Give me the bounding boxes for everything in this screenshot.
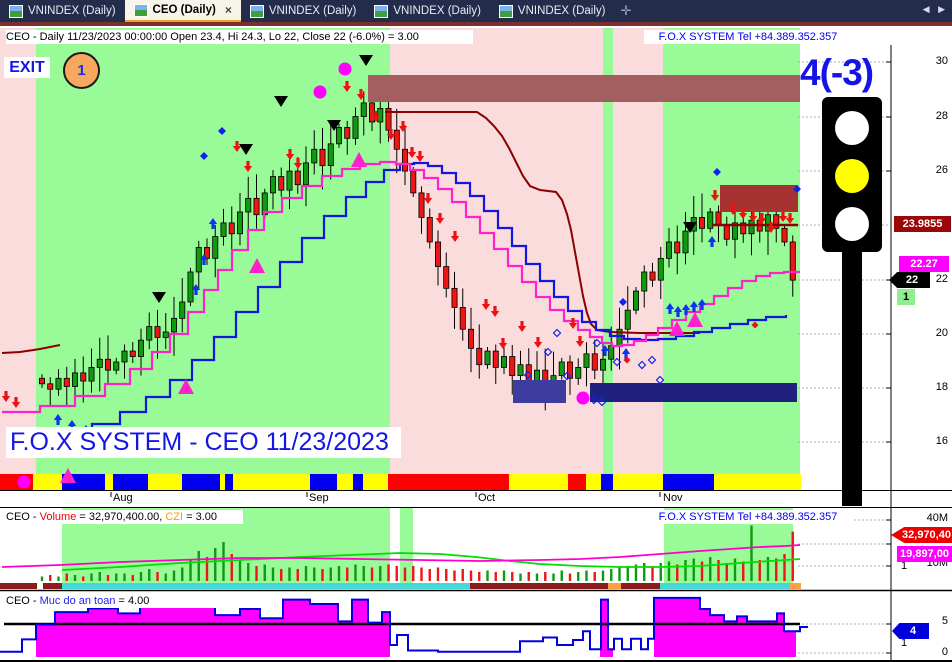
chart-thumbnail-icon xyxy=(249,4,264,18)
price-axis-label: 20 xyxy=(935,327,948,339)
main-chart-title: CEO - Daily 11/23/2023 00:00:00 Open 23.… xyxy=(6,30,473,44)
tab-vnindex-daily-[interactable]: VNINDEX (Daily) xyxy=(241,0,366,22)
tab-ceo-daily-[interactable]: CEO (Daily) × xyxy=(124,0,241,22)
indicator-axis-label: 5 xyxy=(941,615,948,627)
price-axis-label: 16 xyxy=(935,435,948,447)
chart-thumbnail-icon xyxy=(498,4,513,18)
x-axis-month-label: Sep xyxy=(309,492,329,504)
price-axis-label: 30 xyxy=(935,55,948,67)
price-tag-4: 4 xyxy=(892,623,929,639)
indicator-axis-minor-label: 1 xyxy=(901,637,908,649)
tab-vnindex-daily-[interactable]: VNINDEX (Daily) xyxy=(0,0,125,22)
volume-title-part: CZI xyxy=(165,511,184,523)
price-tag-23-9855: 23.9855 xyxy=(894,216,951,232)
volume-title-part: = 3.00 xyxy=(183,511,218,523)
price-axis-label: 18 xyxy=(935,381,948,393)
x-axis-month-label: Oct xyxy=(478,492,496,504)
volume-title-part: = 32,970,400.00, xyxy=(76,511,166,523)
signal-score-text: 4(-3) xyxy=(800,52,874,93)
exit-signal-label: EXIT xyxy=(4,57,50,78)
signal-count-badge: 1 xyxy=(63,52,100,89)
indicator-axis-label: 0 xyxy=(941,646,948,658)
tab-move-icon[interactable]: ✛ xyxy=(620,3,632,18)
fox-system-contact-main: F.O.X SYSTEM Tel +84.389.352.357 xyxy=(644,30,852,44)
volume-title-part: CEO - xyxy=(6,511,40,523)
price-tag-22: 22 xyxy=(889,272,930,288)
fox-system-contact-volume: F.O.X SYSTEM Tel +84.389.352.357 xyxy=(644,510,852,524)
tab-vnindex-daily-[interactable]: VNINDEX (Daily) xyxy=(490,0,615,22)
tab-bar: VNINDEX (Daily) CEO (Daily) × VNINDEX (Dail… xyxy=(0,0,952,22)
x-axis-month-label: Aug xyxy=(113,492,133,504)
volume-title-part: Volume xyxy=(39,511,77,523)
price-tag-19-897-00: 19,897,00 xyxy=(897,546,952,562)
tab-label: CEO (Daily) xyxy=(152,4,216,16)
chart-thumbnail-icon xyxy=(133,3,148,17)
tab-scroll-arrows[interactable]: ◀ ▶ xyxy=(922,4,948,14)
chart-watermark: F.O.X SYSTEM - CEO 11/23/2023 xyxy=(6,427,401,458)
x-axis-month-label: Nov xyxy=(663,492,683,504)
volume-axis-minor-label: 1 xyxy=(901,560,908,572)
tab-label: VNINDEX (Daily) xyxy=(268,5,357,17)
tab-label: VNINDEX (Daily) xyxy=(517,5,606,17)
price-axis-label: 22 xyxy=(935,273,948,285)
volume-pane-title: CEO - Volume = 32,970,400.00, CZI = 3.00 xyxy=(6,510,243,524)
chart-thumbnail-icon xyxy=(9,4,23,18)
price-axis-label: 28 xyxy=(935,110,948,122)
chart-thumbnail-icon xyxy=(374,4,389,18)
window-accent-strip xyxy=(0,22,952,26)
bottom-title-part: = 4.00 xyxy=(115,595,150,607)
price-tag-1: 1 xyxy=(897,289,915,305)
price-tag-32-970-40: 32,970,40 xyxy=(891,527,952,543)
price-axis-label: 26 xyxy=(935,164,948,176)
tab-vnindex-daily-[interactable]: VNINDEX (Daily) xyxy=(365,0,490,22)
tab-close-icon[interactable]: × xyxy=(224,3,232,17)
bottom-title-part: CEO - xyxy=(6,595,40,607)
bottom-pane-title: CEO - Muc do an toan = 4.00 xyxy=(6,594,261,608)
volume-axis-label: 40M xyxy=(926,512,948,524)
tab-label: VNINDEX (Daily) xyxy=(28,5,116,17)
bottom-title-part: Muc do an toan xyxy=(39,595,116,607)
price-tag-22-27: 22.27 xyxy=(899,256,949,272)
tab-label: VNINDEX (Daily) xyxy=(393,5,481,17)
